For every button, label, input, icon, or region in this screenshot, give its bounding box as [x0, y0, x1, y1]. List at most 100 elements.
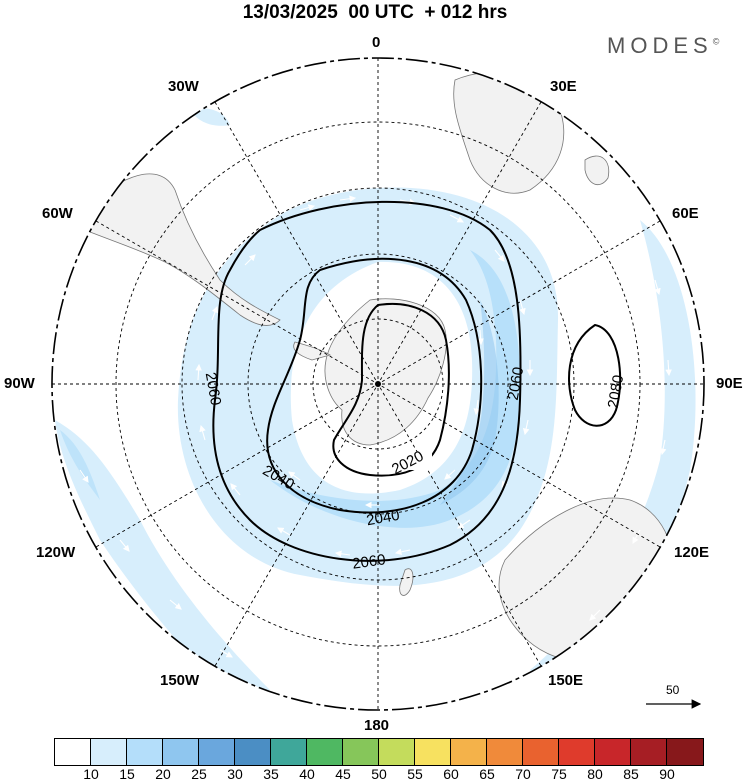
jet-core-dark: [440, 300, 499, 505]
wind-vector: [211, 305, 219, 321]
copyright-mark: ©: [712, 36, 720, 47]
colorbar-swatch: [307, 739, 343, 765]
wind-vector: [334, 550, 351, 558]
wind-vector: [522, 419, 530, 436]
colorbar-tick-label: 90: [659, 766, 675, 782]
madagascar: [584, 155, 610, 186]
colorbar-tick-label: 60: [443, 766, 459, 782]
wind-vector: [195, 363, 202, 381]
lon-label-60w: 60W: [42, 205, 73, 222]
contour-2040: [266, 257, 483, 514]
lon-label-90e: 90E: [716, 375, 743, 392]
colorbar-swatch: [343, 739, 379, 765]
page-title: 13/03/2025 00 UTC + 012 hrs: [242, 2, 508, 23]
colorbar: [54, 738, 704, 766]
wind-vector: [119, 539, 130, 552]
contour-label-2060-south: 2060: [351, 551, 386, 572]
colorbar-tick-label: 45: [335, 766, 351, 782]
wind-vector: [79, 469, 89, 483]
lon-label-120w: 120W: [36, 544, 76, 561]
wind-vector: [230, 483, 241, 496]
colorbar-swatch: [271, 739, 307, 765]
colorbar-tick-label: 35: [263, 766, 279, 782]
west-jet-patch: [60, 430, 100, 500]
label-bg: [388, 452, 432, 470]
wind-vector: [219, 649, 233, 658]
contour-2020: [332, 303, 450, 477]
colorbar-swatch: [631, 739, 667, 765]
colorbar-tick-label: 25: [191, 766, 207, 782]
wind-vector: [449, 214, 464, 223]
lon-label-120e: 120E: [674, 544, 710, 561]
new-zealand: [399, 568, 414, 596]
wind-vector: [473, 399, 481, 416]
colorbar-tick-label: 40: [299, 766, 315, 782]
colorbar-swatch: [595, 739, 631, 765]
wind-vector: [288, 471, 301, 481]
vector-scale-label: 50: [666, 683, 680, 697]
lon-label-60e: 60E: [672, 205, 699, 222]
antarctic-peninsula: [293, 341, 332, 361]
wind-vector: [394, 548, 411, 556]
wind-vector: [444, 469, 456, 480]
lon-label-150w: 150W: [160, 672, 200, 689]
colorbar-swatch: [91, 739, 127, 765]
modes-logo: MODES©: [607, 33, 719, 59]
colorbar-swatch: [451, 739, 487, 765]
contour-label-2040-south: 2040: [365, 507, 401, 530]
colorbar-swatch: [199, 739, 235, 765]
wind-vector: [654, 279, 661, 296]
colorbar-tick-label: 50: [371, 766, 387, 782]
wind-vector: [277, 527, 291, 536]
wind-vector: [665, 359, 672, 377]
wind-vector: [477, 329, 484, 346]
contour-label-2060-east: 2060: [505, 366, 528, 402]
colorbar-swatch: [127, 739, 163, 765]
colorbar-tick-label: 75: [551, 766, 567, 782]
contour-label-2080: 2080: [605, 374, 628, 410]
lon-label-30e: 30E: [550, 78, 577, 95]
wind-vector: [457, 519, 471, 529]
wind-vector: [244, 254, 256, 266]
wind-vector: [519, 299, 526, 316]
colorbar-swatch: [487, 739, 523, 765]
colorbar-tick-label: 80: [587, 766, 603, 782]
globe-border: [51, 57, 705, 711]
wind-vector: [339, 195, 357, 202]
colorbar-swatch: [559, 739, 595, 765]
colorbar-tick-label: 30: [227, 766, 243, 782]
colorbar-tick-label: 65: [479, 766, 495, 782]
lon-label-0: 0: [372, 34, 381, 51]
colorbar-swatch: [523, 739, 559, 765]
colorbar-ticks: 10 15 20 25 30 35 40 45 50 55 60 65 70 75 80 85 90: [0, 766, 750, 782]
colorbar-swatch: [163, 739, 199, 765]
height-contours: [212, 200, 622, 562]
south-pole-dot: [375, 381, 381, 387]
contour-label-2060-west: 2060: [202, 371, 225, 407]
colorbar-tick-label: 10: [83, 766, 99, 782]
west-jet-strip: [55, 420, 270, 705]
antarctica: [324, 298, 447, 446]
wind-vector: [299, 204, 316, 211]
wind-vector: [589, 609, 601, 621]
colorbar-swatch: [235, 739, 271, 765]
polar-map: 2020 2040 2040 2060 2060 2060 2080: [51, 57, 705, 711]
brand-name: MODES: [607, 33, 713, 58]
colorbar-tick-label: 55: [407, 766, 423, 782]
colorbar-swatch: [379, 739, 415, 765]
lon-label-90w: 90W: [4, 375, 35, 392]
jet-band-core: [270, 250, 521, 528]
contour-2060: [212, 200, 522, 562]
wind-vector: [659, 439, 667, 456]
wind-vector: [632, 529, 641, 544]
colorbar-swatch: [55, 739, 91, 765]
colorbar-tick-label: 70: [515, 766, 531, 782]
wind-vector: [199, 424, 206, 441]
lon-label-30w: 30W: [168, 78, 199, 95]
colorbar-swatch: [667, 739, 703, 765]
colorbar-tick-label: 85: [623, 766, 639, 782]
north-patch: [190, 108, 230, 126]
wind-vector: [169, 599, 182, 610]
wind-vector: [494, 249, 505, 262]
south-america: [84, 173, 281, 326]
